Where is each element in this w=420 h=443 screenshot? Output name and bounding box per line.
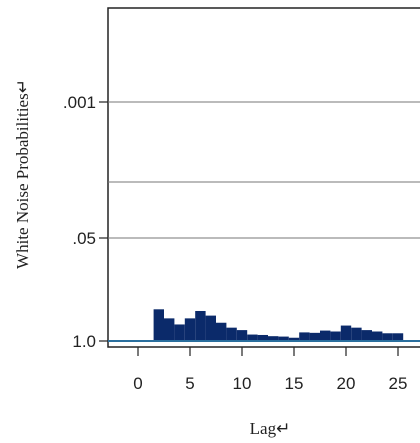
- bar-lag-18: [320, 330, 331, 341]
- bar-lag-10: [236, 330, 248, 341]
- bar-lag-14: [278, 336, 289, 341]
- bar-lag-22: [361, 330, 372, 341]
- bar-lag-6: [195, 310, 206, 341]
- bar-lag-23: [372, 331, 383, 341]
- bar-lag-25: [392, 333, 404, 341]
- bar-lag-5: [184, 318, 196, 341]
- x-axis-title: Lag↵: [250, 419, 291, 438]
- x-ticks-group: 0 5 10 15 20 25: [133, 347, 407, 393]
- bar-lag-13: [268, 336, 279, 341]
- x-tick-label-10: 10: [233, 374, 252, 393]
- bar-lag-8: [216, 322, 227, 341]
- bar-lag-2: [153, 309, 164, 341]
- x-tick-label-15: 15: [285, 374, 304, 393]
- bar-lag-15: [288, 337, 300, 341]
- y-tick-label-001: .001: [63, 93, 96, 112]
- y-axis-title: White Noise Probabilities↵: [13, 79, 32, 269]
- bar-lag-3: [164, 318, 175, 341]
- y-tick-label-1-0: 1.0: [72, 332, 96, 351]
- x-tick-label-25: 25: [389, 374, 408, 393]
- bar-lag-11: [247, 334, 258, 341]
- y-tick-label-05: .05: [72, 229, 96, 248]
- bar-lag-4: [174, 324, 185, 341]
- bar-lag-21: [351, 327, 362, 341]
- bar-lag-17: [309, 332, 320, 341]
- plot-frame: [107, 7, 420, 348]
- x-tick-label-20: 20: [337, 374, 356, 393]
- bars-group: [153, 309, 404, 341]
- x-tick-label-5: 5: [185, 374, 194, 393]
- bar-lag-19: [330, 331, 341, 341]
- bar-lag-16: [299, 332, 310, 341]
- bar-lag-24: [382, 333, 393, 341]
- bar-lag-7: [205, 315, 216, 341]
- x-tick-label-0: 0: [133, 374, 142, 393]
- bar-lag-9: [226, 327, 237, 341]
- bar-lag-20: [340, 325, 352, 341]
- bar-lag-12: [257, 334, 268, 341]
